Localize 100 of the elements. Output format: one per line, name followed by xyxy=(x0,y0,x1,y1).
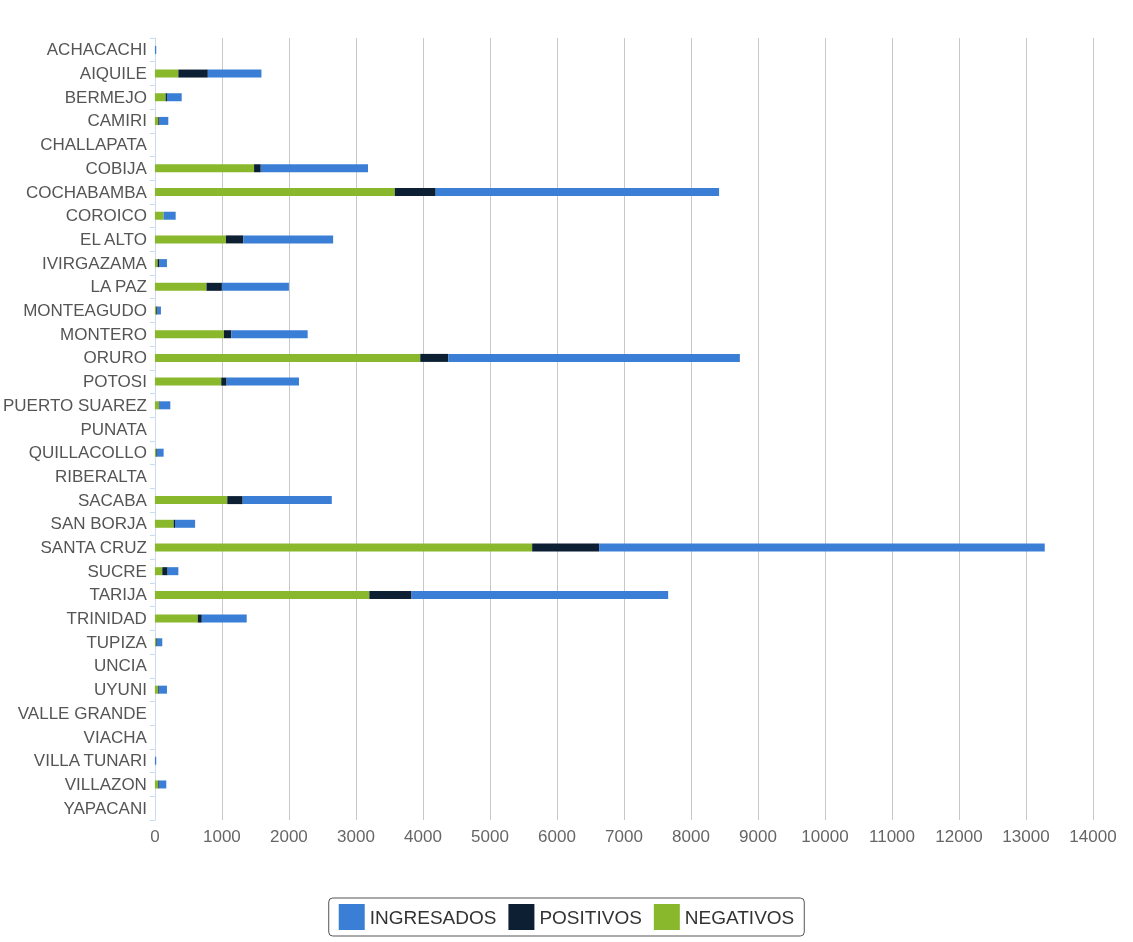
bar xyxy=(166,93,182,102)
bar xyxy=(154,164,255,173)
x-tick-label: 10000 xyxy=(801,827,849,846)
bar xyxy=(167,567,179,576)
bar xyxy=(154,282,207,291)
y-tick-label: POTOSI xyxy=(82,372,147,392)
bar xyxy=(369,590,412,599)
y-tick-label: CAMIRI xyxy=(87,111,147,131)
bar xyxy=(159,401,171,410)
x-tick-label: 6000 xyxy=(538,827,576,846)
y-tick-label: SAN BORJA xyxy=(50,514,148,534)
bar xyxy=(197,614,202,623)
bar xyxy=(159,259,167,268)
y-tick-label: TARIJA xyxy=(89,585,148,605)
bar xyxy=(227,496,243,505)
x-tick-label: 2000 xyxy=(270,827,308,846)
bar xyxy=(154,567,163,576)
bar xyxy=(154,211,164,220)
bar xyxy=(154,401,159,410)
y-tick-label: CHALLAPATA xyxy=(40,135,148,155)
bar xyxy=(163,211,176,220)
bar xyxy=(154,235,226,244)
bar xyxy=(221,377,227,386)
x-tick-label: 12000 xyxy=(935,827,983,846)
x-tick-label: 7000 xyxy=(605,827,643,846)
bar xyxy=(226,377,299,386)
y-tick-label: VILLA TUNARI xyxy=(33,751,147,771)
bar xyxy=(154,188,395,197)
bar xyxy=(532,543,600,552)
x-tick-label: 9000 xyxy=(739,827,777,846)
y-tick-label: VIACHA xyxy=(83,727,148,747)
bar xyxy=(223,330,232,339)
bar xyxy=(154,69,179,78)
bar xyxy=(158,685,167,694)
bar xyxy=(411,590,669,599)
y-tick-label: VALLE GRANDE xyxy=(17,703,147,723)
y-tick-label: COCHABAMBA xyxy=(25,182,148,202)
bar xyxy=(162,567,168,576)
y-tick-label: IVIRGAZAMA xyxy=(42,253,148,273)
y-tick-label: SUCRE xyxy=(87,561,147,581)
bar xyxy=(159,116,169,125)
y-tick-label: TRINIDAD xyxy=(66,609,147,629)
bar xyxy=(154,780,159,789)
bar xyxy=(154,590,370,599)
y-tick-label: SACABA xyxy=(77,490,148,510)
bar xyxy=(254,164,261,173)
bar xyxy=(207,69,262,78)
x-tick-label: 0 xyxy=(150,827,160,846)
bar xyxy=(154,330,224,339)
y-tick-label: COBIJA xyxy=(85,158,148,178)
bar xyxy=(154,685,159,694)
x-tick-label: 8000 xyxy=(672,827,710,846)
y-tick-label: QUILLACOLLO xyxy=(28,443,147,463)
bar xyxy=(420,353,449,362)
y-tick-label: AIQUILE xyxy=(79,64,147,84)
bar xyxy=(154,614,198,623)
y-tick-label: VILLAZON xyxy=(64,774,147,794)
y-tick-label: RIBERALTA xyxy=(54,466,148,486)
legend-label: POSITIVOS xyxy=(539,906,642,928)
bar xyxy=(201,614,247,623)
bar xyxy=(154,519,174,528)
bar xyxy=(242,496,332,505)
x-tick-label: 14000 xyxy=(1069,827,1117,846)
x-tick-label: 5000 xyxy=(471,827,509,846)
y-tick-label: SANTA CRUZ xyxy=(40,537,147,557)
bar xyxy=(243,235,334,244)
bar xyxy=(175,519,196,528)
bar xyxy=(158,780,167,789)
y-tick-label: PUERTO SUAREZ xyxy=(3,395,147,415)
x-tick-label: 1000 xyxy=(203,827,241,846)
y-tick-label: LA PAZ xyxy=(90,277,147,297)
bar xyxy=(394,188,436,197)
bar xyxy=(154,93,166,102)
bar xyxy=(154,353,421,362)
bar xyxy=(260,164,368,173)
bar xyxy=(599,543,1045,552)
bar xyxy=(156,638,163,647)
y-tick-label: TUPIZA xyxy=(86,632,148,652)
y-tick-label: BERMEJO xyxy=(64,87,147,107)
y-tick-label: EL ALTO xyxy=(80,229,147,249)
legend-label: INGRESADOS xyxy=(369,906,497,928)
x-tick-label: 3000 xyxy=(337,827,375,846)
bar xyxy=(178,69,208,78)
bar xyxy=(206,282,222,291)
y-tick-label: PUNATA xyxy=(80,419,148,439)
bar xyxy=(448,353,740,362)
x-tick-label: 11000 xyxy=(868,827,915,846)
y-tick-label: YAPACANI xyxy=(63,798,147,818)
y-tick-label: ACHACACHI xyxy=(46,40,147,60)
bar xyxy=(221,282,289,291)
y-tick-label: UYUNI xyxy=(94,680,147,700)
y-tick-label: MONTEAGUDO xyxy=(23,301,147,321)
legend-label: NEGATIVOS xyxy=(684,906,795,928)
y-tick-label: MONTERO xyxy=(60,324,147,344)
bar xyxy=(154,543,533,552)
x-tick-label: 13000 xyxy=(1002,827,1050,846)
bar xyxy=(156,448,164,457)
x-tick-label: 4000 xyxy=(404,827,442,846)
bar xyxy=(435,188,720,197)
y-tick-label: UNCIA xyxy=(94,656,148,676)
